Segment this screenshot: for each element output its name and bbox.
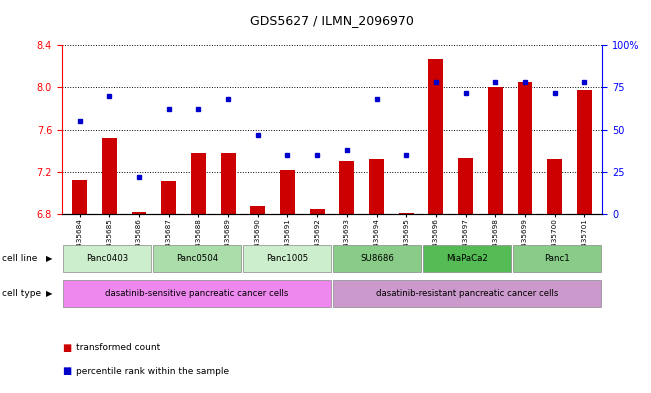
Text: dasatinib-sensitive pancreatic cancer cells: dasatinib-sensitive pancreatic cancer ce… [105,289,288,298]
Bar [102,138,117,214]
Text: GDS5627 / ILMN_2096970: GDS5627 / ILMN_2096970 [250,14,414,27]
Text: dasatinib-resistant pancreatic cancer cells: dasatinib-resistant pancreatic cancer ce… [376,289,559,298]
Bar [369,159,384,214]
Bar [251,206,265,214]
Text: Panc1: Panc1 [544,254,570,263]
Bar [428,59,443,214]
Bar [310,209,325,214]
Text: ■: ■ [62,343,71,353]
Bar [399,213,413,214]
Text: ▶: ▶ [46,254,53,263]
Text: cell line: cell line [2,254,37,263]
Bar [221,153,236,214]
Bar [339,162,354,214]
Bar [518,82,533,214]
Text: Panc0403: Panc0403 [86,254,128,263]
Bar [577,90,592,214]
Bar [62,245,151,272]
Bar [333,280,602,307]
Text: SU8686: SU8686 [360,254,394,263]
Bar [458,158,473,214]
Bar [513,245,602,272]
Text: cell type: cell type [2,289,41,298]
Text: Panc0504: Panc0504 [176,254,218,263]
Text: ▶: ▶ [46,289,53,298]
Bar [333,245,421,272]
Text: MiaPaCa2: MiaPaCa2 [446,254,488,263]
Bar [161,182,176,214]
Bar [62,280,331,307]
Bar [488,87,503,214]
Text: ■: ■ [62,366,71,376]
Bar [423,245,511,272]
Text: transformed count: transformed count [76,343,160,352]
Text: percentile rank within the sample: percentile rank within the sample [76,367,229,376]
Bar [243,245,331,272]
Bar [132,212,146,214]
Bar [153,245,241,272]
Bar [547,159,562,214]
Bar [72,180,87,214]
Text: Panc1005: Panc1005 [266,254,308,263]
Bar [191,153,206,214]
Bar [280,170,295,214]
